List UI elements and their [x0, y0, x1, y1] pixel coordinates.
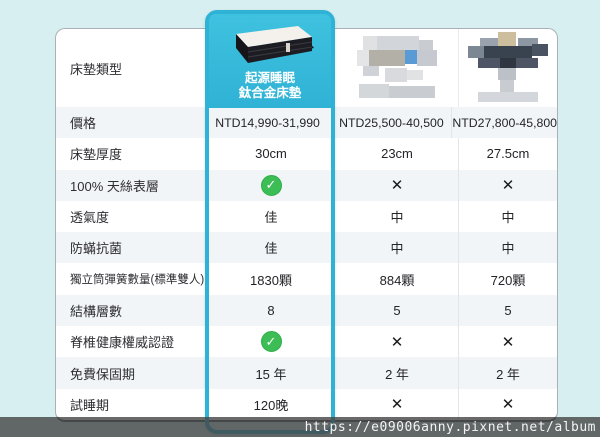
cross-icon: ✕	[501, 396, 515, 414]
watermark-url-bar: https://e09006anny.pixnet.net/album	[0, 417, 600, 437]
cell-value: 120晚	[253, 397, 289, 413]
product-3-censored-image-icon	[468, 32, 548, 102]
check-icon: ✓	[260, 331, 282, 353]
cell-value: 中	[390, 241, 404, 257]
cell-value: 884顆	[379, 272, 415, 288]
table-row: 脊椎健康權威認證 ✓ ✕ ✕	[56, 326, 557, 358]
highlighted-product-header: 起源睡眠 鈦合金床墊	[209, 14, 331, 108]
row-label: 透氣度	[70, 210, 110, 226]
header-row-label: 床墊類型	[70, 61, 123, 77]
cell-value: 30cm	[255, 146, 287, 162]
cell-value: 中	[501, 210, 515, 226]
row-label: 試睡期	[70, 397, 110, 413]
cell-value: 5	[504, 302, 512, 318]
row-label: 價格	[70, 116, 97, 132]
cell-value: 720顆	[490, 272, 526, 288]
table-row: 獨立筒彈簧數量(標準雙人) 1830顆 884顆 720顆	[56, 263, 557, 295]
cell-value: 15 年	[255, 366, 287, 382]
row-label: 獨立筒彈簧數量(標準雙人)	[70, 274, 205, 287]
cell-value: 2 年	[385, 366, 409, 382]
table-row: 透氣度 佳 中 中	[56, 200, 557, 233]
cell-value: 佳	[264, 210, 278, 226]
cross-icon: ✕	[501, 333, 515, 351]
mattress-photo-icon	[236, 26, 314, 63]
table-row: 100% 天絲表層 ✓ ✕ ✕	[56, 169, 557, 201]
row-label: 結構層數	[70, 303, 123, 319]
cell-value: 佳	[264, 241, 278, 257]
cell-value: NTD27,800-45,800	[452, 115, 557, 130]
cell-value: 5	[393, 302, 401, 318]
cross-icon: ✕	[390, 396, 404, 414]
cell-value: 中	[390, 210, 404, 226]
highlighted-product-name-line1: 起源睡眠	[244, 71, 295, 85]
cell-value: 27.5cm	[486, 146, 530, 162]
table-row: 防蟎抗菌 佳 中 中	[56, 232, 557, 264]
table-row: 床墊厚度 30cm 23cm 27.5cm	[56, 138, 557, 170]
product-2-censored-image-icon	[357, 36, 437, 98]
header-product-3-cell	[458, 29, 557, 107]
highlighted-product-name-line2: 鈦合金床墊	[238, 86, 302, 101]
cross-icon: ✕	[390, 333, 404, 351]
table-row: 價格 NTD14,990-31,990 NTD25,500-40,500 NTD…	[56, 107, 557, 139]
table-row: 試睡期 120晚 ✕ ✕	[56, 388, 557, 420]
cell-value: 1830顆	[250, 272, 292, 288]
cell-value: 2 年	[496, 366, 520, 382]
cell-value: NTD14,990-31,990	[215, 115, 320, 130]
row-label: 脊椎健康權威認證	[70, 335, 175, 351]
header-product-2-cell	[336, 29, 458, 107]
table-row: 免費保固期 15 年 2 年 2 年	[56, 357, 557, 389]
row-label: 床墊厚度	[70, 147, 123, 163]
watermark-url-text: https://e09006anny.pixnet.net/album	[304, 419, 596, 435]
cell-value: 中	[501, 241, 515, 257]
table-row: 結構層數 8 5 5	[56, 294, 557, 327]
cross-icon: ✕	[501, 177, 515, 195]
row-label: 100% 天絲表層	[70, 178, 159, 194]
check-icon: ✓	[260, 174, 282, 196]
cell-value: 23cm	[381, 146, 413, 162]
cell-value: 8	[267, 302, 275, 318]
cell-value: NTD25,500-40,500	[339, 115, 444, 130]
row-label: 防蟎抗菌	[70, 241, 123, 257]
row-label: 免費保固期	[70, 366, 136, 382]
table-header-row: 床墊類型	[56, 29, 557, 107]
cross-icon: ✕	[390, 177, 404, 195]
